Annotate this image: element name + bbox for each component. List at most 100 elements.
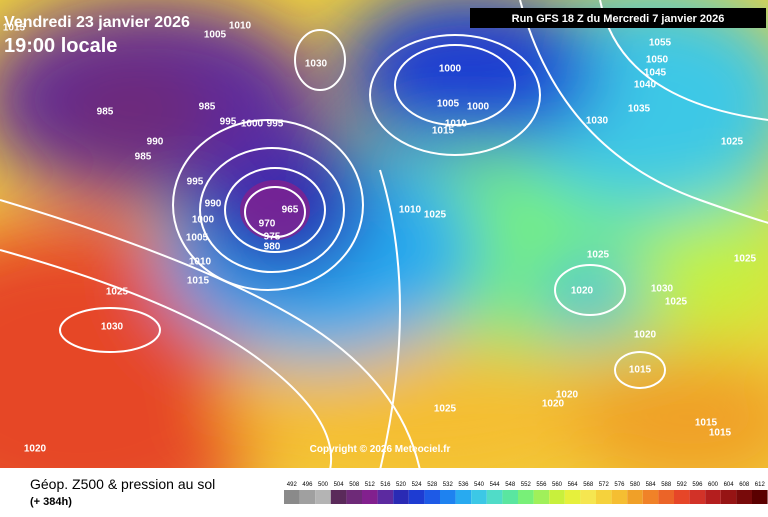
scale-swatch bbox=[689, 490, 706, 504]
scale-swatch bbox=[549, 490, 565, 504]
scale-label: 540 bbox=[474, 482, 485, 488]
scale-swatch bbox=[315, 490, 331, 504]
scale-swatch bbox=[596, 490, 612, 504]
isobar-label: 1015 bbox=[709, 428, 732, 439]
scale-swatch bbox=[502, 490, 518, 504]
isobar-label: 995 bbox=[220, 117, 237, 128]
scale-label: 496 bbox=[302, 482, 313, 488]
scale-swatch bbox=[736, 490, 752, 504]
run-box bbox=[470, 8, 766, 28]
isobar-label: 1015 bbox=[3, 23, 26, 34]
scale-label: 608 bbox=[739, 482, 750, 488]
run-info: Run GFS 18 Z du Mercredi 7 janvier 2026 bbox=[512, 13, 725, 25]
scale-label: 600 bbox=[708, 482, 719, 488]
scale-label: 512 bbox=[365, 482, 376, 488]
scale-swatch bbox=[424, 490, 440, 504]
scale-label: 500 bbox=[318, 482, 329, 488]
scale-swatch bbox=[284, 490, 300, 504]
scale-swatch bbox=[486, 490, 503, 504]
isobar-label: 995 bbox=[187, 177, 204, 188]
isobar-label: 1025 bbox=[734, 254, 757, 265]
isobar-label: 1030 bbox=[101, 322, 124, 333]
isobar-label: 1000 bbox=[192, 215, 215, 226]
scale-label: 588 bbox=[661, 482, 672, 488]
scale-label: 572 bbox=[599, 482, 610, 488]
isobar-label: 1025 bbox=[434, 404, 457, 415]
isobar-label: 985 bbox=[97, 107, 114, 118]
scale-swatch bbox=[580, 490, 596, 504]
scale-label: 584 bbox=[646, 482, 657, 488]
scale-label: 516 bbox=[380, 482, 391, 488]
isobar-label: 1005 bbox=[204, 30, 227, 41]
scale-label: 528 bbox=[427, 482, 438, 488]
isobar-label: 1020 bbox=[542, 399, 565, 410]
scale-swatch bbox=[471, 490, 487, 504]
isobar-label: 1020 bbox=[556, 390, 579, 401]
isobar-label: 1015 bbox=[187, 276, 210, 287]
isobar-label: 985 bbox=[199, 102, 216, 113]
scale-label: 536 bbox=[458, 482, 469, 488]
scale-label: 560 bbox=[552, 482, 563, 488]
isobar-label: 965 bbox=[282, 205, 299, 216]
isobar-label: 1025 bbox=[587, 250, 610, 261]
scale-label: 532 bbox=[443, 482, 454, 488]
scale-label: 612 bbox=[755, 482, 766, 488]
scale-swatch bbox=[455, 490, 472, 504]
isobar-label: 1000 bbox=[439, 64, 462, 75]
scale-swatch bbox=[627, 490, 643, 504]
isobar-label: 1025 bbox=[424, 210, 447, 221]
isobar-label: 970 bbox=[259, 219, 276, 230]
isobar-label: 1000 bbox=[241, 119, 264, 130]
isobar-label: 1015 bbox=[629, 365, 652, 376]
scale-swatch bbox=[564, 490, 581, 504]
scale-swatch bbox=[346, 490, 362, 504]
scale-label: 592 bbox=[677, 482, 688, 488]
scale-label: 544 bbox=[490, 482, 501, 488]
isobar-label: 1035 bbox=[628, 104, 651, 115]
scale-swatch bbox=[393, 490, 409, 504]
scale-swatch bbox=[362, 490, 378, 504]
map-date: Vendredi 23 janvier 2026 bbox=[4, 14, 190, 31]
isobar-label: 1045 bbox=[644, 68, 667, 79]
scale-swatch bbox=[330, 490, 347, 504]
scale-swatch bbox=[611, 490, 628, 504]
isobar-label: 1005 bbox=[186, 233, 209, 244]
scale-label: 504 bbox=[334, 482, 345, 488]
isobar-label: 995 bbox=[267, 119, 284, 130]
scale-swatch bbox=[518, 490, 534, 504]
isobar-label: 990 bbox=[205, 199, 222, 210]
isobar-label: 1030 bbox=[586, 116, 609, 127]
isobar-label: 1055 bbox=[649, 38, 672, 49]
scale-label: 596 bbox=[692, 482, 703, 488]
scale-label: 556 bbox=[536, 482, 547, 488]
scale-label: 576 bbox=[614, 482, 625, 488]
isobar-label: 1010 bbox=[399, 205, 422, 216]
scale-label: 524 bbox=[412, 482, 423, 488]
scale-label: 604 bbox=[724, 482, 735, 488]
scale-swatch bbox=[377, 490, 394, 504]
isobar-label: 1000 bbox=[467, 102, 490, 113]
scale-swatch bbox=[299, 490, 316, 504]
scale-label: 552 bbox=[521, 482, 532, 488]
isobar-label: 1020 bbox=[24, 444, 47, 455]
isobar-label: 1010 bbox=[445, 119, 468, 130]
scale-swatch bbox=[705, 490, 721, 504]
scale-swatch bbox=[752, 490, 768, 504]
scale-label: 520 bbox=[396, 482, 407, 488]
isobar-label: 1005 bbox=[437, 99, 460, 110]
scale-swatch bbox=[658, 490, 674, 504]
isobar-label: 1040 bbox=[634, 80, 657, 91]
isobar-label: 1020 bbox=[571, 286, 594, 297]
isobar-label: 1025 bbox=[721, 137, 744, 148]
scale-label: 564 bbox=[568, 482, 579, 488]
isobar-label: 1015 bbox=[695, 418, 718, 429]
isobar-label: 980 bbox=[264, 242, 281, 253]
scale-swatch bbox=[408, 490, 425, 504]
scale-label: 568 bbox=[583, 482, 594, 488]
scale-swatch bbox=[674, 490, 690, 504]
isobar-label: 1015 bbox=[432, 126, 455, 137]
color-scale: 492 496 500 504 508 512 516 520 524 528 532 536 540 5… bbox=[284, 482, 768, 504]
